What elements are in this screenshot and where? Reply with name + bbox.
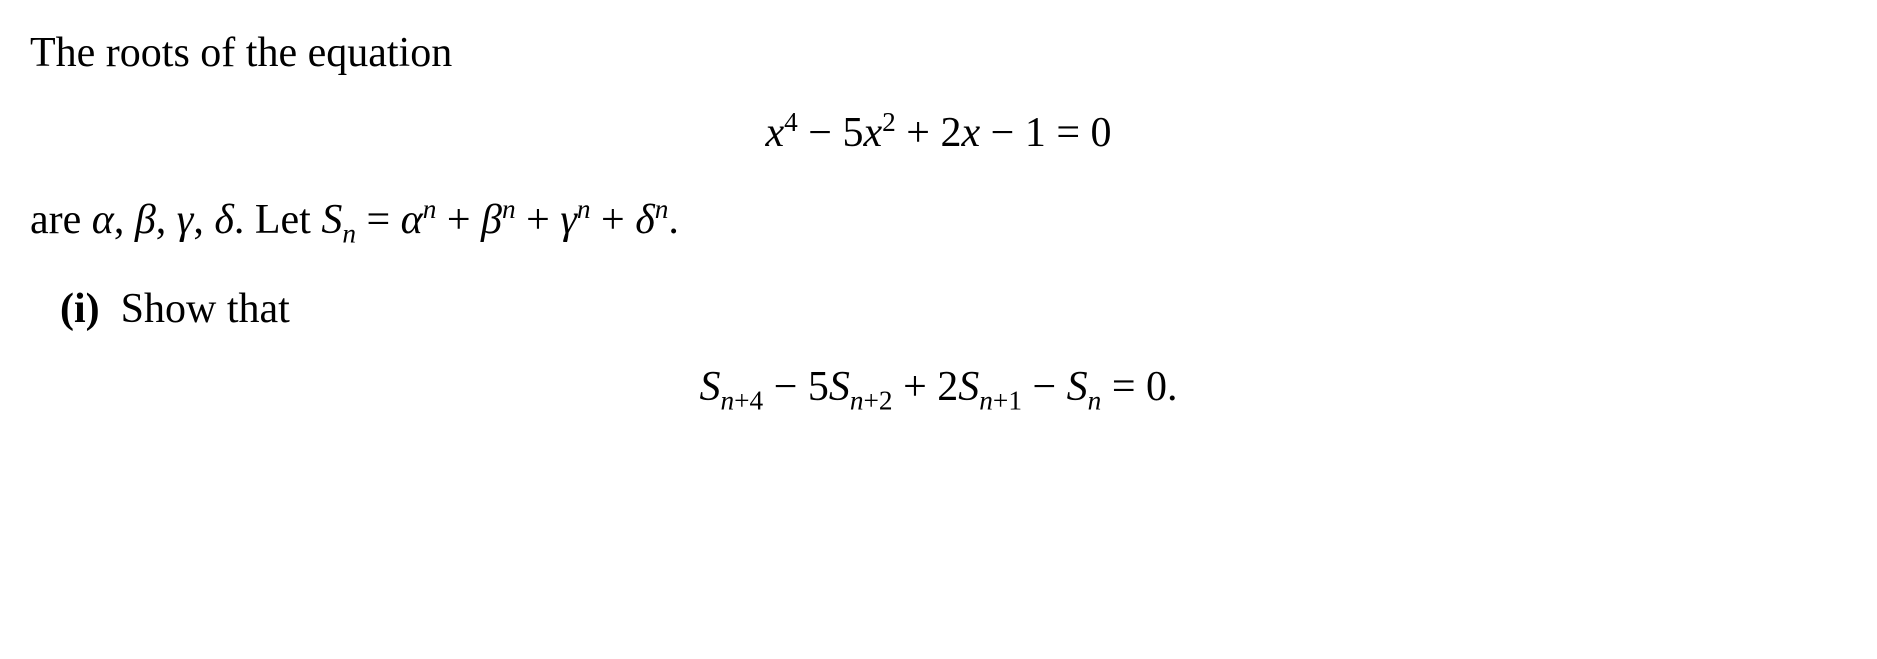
intro-text: The roots of the equation — [30, 30, 452, 76]
sn-symbol: Sn — [321, 197, 356, 243]
sn-eq: = — [356, 197, 401, 243]
roots-list: α — [92, 197, 114, 243]
equation-1: x4 − 5x2 + 2x − 1 = 0 — [30, 107, 1847, 157]
part-i: (i) Show that — [60, 276, 1847, 343]
recurrence-eq: Sn+4 − 5Sn+2 + 2Sn+1 − Sn = 0. — [30, 363, 1847, 416]
part-i-text: Show that — [121, 286, 290, 332]
intro-line: The roots of the equation — [30, 20, 1847, 87]
sn-period: . — [668, 197, 679, 243]
roots-line: are α, β, γ, δ. Let Sn = αn + βn + γn + … — [30, 187, 1847, 256]
part-i-label: (i) — [60, 286, 100, 332]
sn-rhs: αn + βn + γn + δn — [401, 197, 669, 243]
roots-prefix: are — [30, 197, 92, 243]
let-prefix: . Let — [234, 197, 321, 243]
